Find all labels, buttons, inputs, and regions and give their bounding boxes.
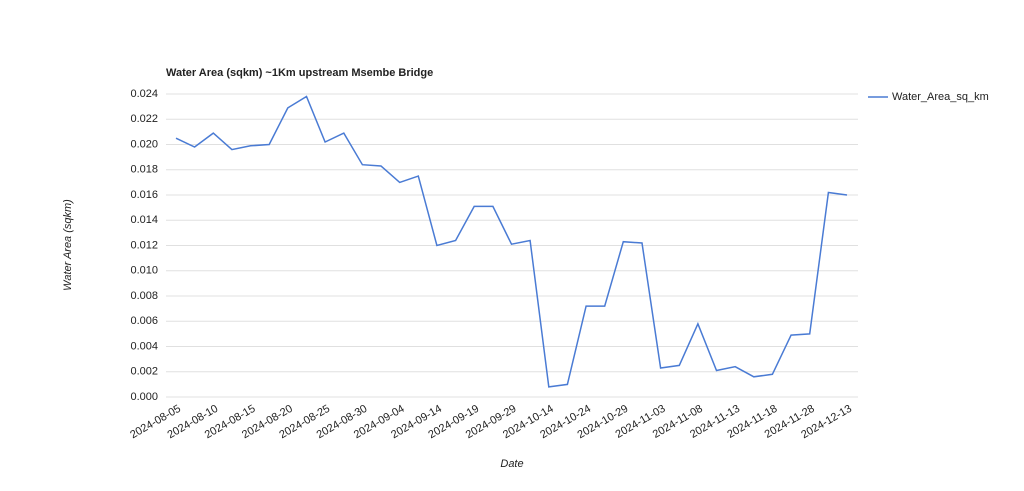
y-tick-label: 0.006 [130, 315, 158, 327]
y-tick-label: 0.002 [130, 366, 158, 378]
chart-title: Water Area (sqkm) ~1Km upstream Msembe B… [166, 67, 433, 79]
y-tick-label: 0.022 [130, 113, 158, 125]
y-tick-label: 0.008 [130, 290, 158, 302]
y-axis-title: Water Area (sqkm) [62, 199, 74, 291]
y-tick-label: 0.024 [130, 88, 158, 100]
legend-label: Water_Area_sq_km [892, 91, 989, 103]
y-tick-label: 0.020 [130, 138, 158, 150]
y-tick-label: 0.014 [130, 214, 158, 226]
data-line [175, 95, 848, 388]
y-tick-label: 0.012 [130, 239, 158, 251]
y-tick-label: 0.000 [130, 391, 158, 403]
x-axis-title: Date [500, 458, 523, 470]
y-tick-label: 0.018 [130, 164, 158, 176]
y-tick-label: 0.004 [130, 340, 158, 352]
y-tick-label: 0.010 [130, 265, 158, 277]
y-tick-label: 0.016 [130, 189, 158, 201]
